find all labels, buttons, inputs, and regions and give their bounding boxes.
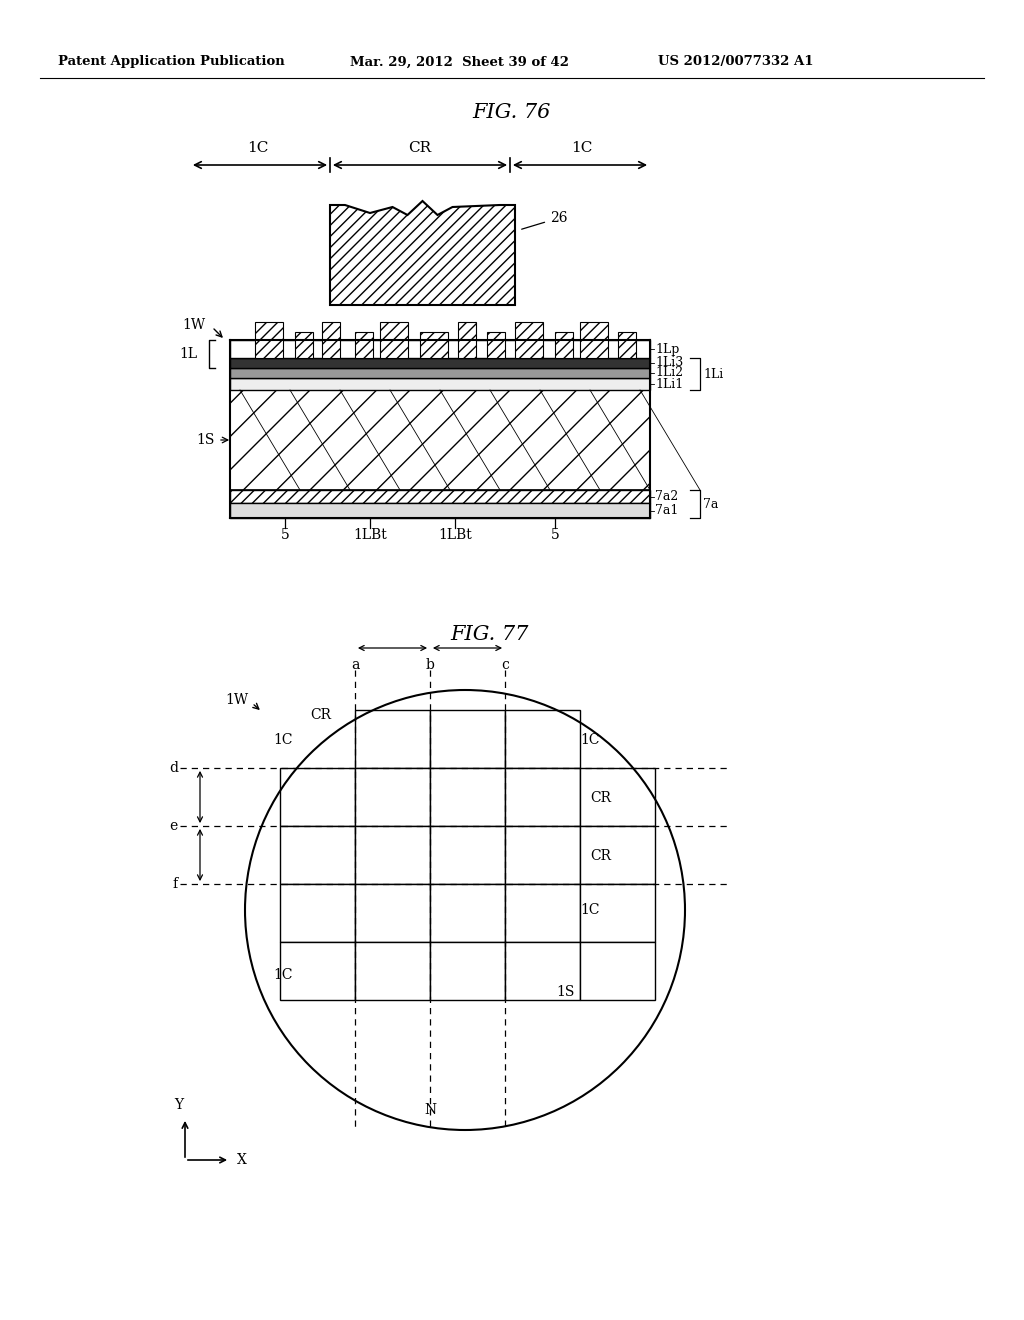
Text: a: a [351,657,359,672]
Bar [555,333,573,358]
Text: FIG. 77: FIG. 77 [451,626,529,644]
Bar [280,826,355,884]
Text: 1C: 1C [273,733,293,747]
Text: 1S: 1S [197,433,215,447]
Text: 1C: 1C [571,141,593,154]
Bar [230,358,650,368]
Polygon shape [330,201,515,305]
Text: 1S: 1S [556,985,574,999]
Bar [458,322,476,358]
Bar [355,826,430,884]
Bar [487,333,505,358]
Text: 1W: 1W [225,693,248,708]
Text: CR: CR [310,708,331,722]
Bar [618,333,636,358]
Bar [280,884,355,942]
Text: X: X [237,1152,247,1167]
Text: 5: 5 [551,528,559,543]
Text: e: e [170,818,178,833]
Text: 1C: 1C [580,733,599,747]
Bar [280,942,355,1001]
Bar [355,942,430,1001]
Text: 26: 26 [521,211,567,230]
Text: 1C: 1C [273,968,293,982]
Text: Mar. 29, 2012  Sheet 39 of 42: Mar. 29, 2012 Sheet 39 of 42 [350,55,569,69]
Bar [322,322,340,358]
Bar [230,490,650,503]
Text: 1Li1: 1Li1 [655,378,683,391]
Text: CR: CR [590,849,611,863]
Text: f: f [173,876,178,891]
Text: 1Lp: 1Lp [655,342,679,355]
Bar [430,768,505,826]
Text: 1C: 1C [580,903,599,917]
Text: 1Li3: 1Li3 [655,356,683,370]
Bar [255,322,283,358]
Bar [430,942,505,1001]
Text: 1W: 1W [182,318,205,333]
Bar [355,710,430,768]
Bar [515,322,543,358]
Bar [230,389,650,490]
Text: N: N [424,1104,436,1117]
Bar [430,710,505,768]
Text: 1LBt: 1LBt [353,528,387,543]
Bar [505,826,580,884]
Bar [295,333,313,358]
Text: 1LBt: 1LBt [438,528,472,543]
Text: 7a: 7a [703,498,719,511]
Text: CR: CR [409,141,431,154]
Bar [580,826,655,884]
Bar [580,768,655,826]
Bar [355,884,430,942]
Text: b: b [426,657,434,672]
Text: Patent Application Publication: Patent Application Publication [58,55,285,69]
Text: c: c [501,657,509,672]
Bar [505,884,580,942]
Text: US 2012/0077332 A1: US 2012/0077332 A1 [658,55,813,69]
Bar [380,322,408,358]
Bar [355,333,373,358]
Bar [230,503,650,517]
Bar [505,710,580,768]
Bar [430,826,505,884]
Bar [230,341,650,358]
Text: 7a1: 7a1 [655,504,678,517]
Text: 7a2: 7a2 [655,490,678,503]
Text: 5: 5 [281,528,290,543]
Bar [230,378,650,389]
Bar [420,333,449,358]
Text: 1Li: 1Li [703,367,723,380]
Bar [505,942,580,1001]
Text: FIG. 76: FIG. 76 [473,103,551,121]
Text: d: d [169,762,178,775]
Bar [580,884,655,942]
Text: 1C: 1C [248,141,268,154]
Bar [230,368,650,378]
Bar [430,884,505,942]
Bar [355,768,430,826]
Text: CR: CR [590,791,611,805]
Text: 1Li2: 1Li2 [655,367,683,380]
Bar [580,322,608,358]
Bar [280,768,355,826]
Bar [505,768,580,826]
Text: 1L: 1L [179,347,197,360]
Bar [580,942,655,1001]
Text: Y: Y [174,1098,183,1111]
